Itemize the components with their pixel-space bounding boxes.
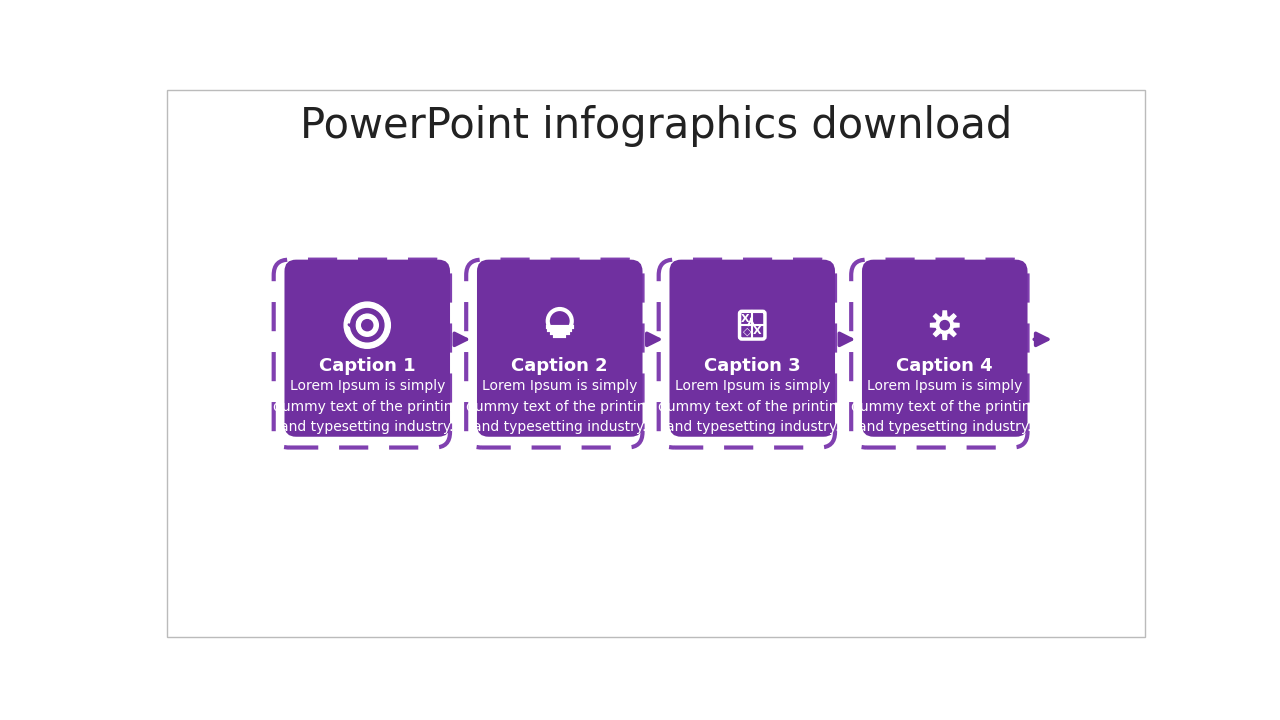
FancyBboxPatch shape <box>669 260 835 437</box>
FancyBboxPatch shape <box>477 260 643 437</box>
Text: Caption 1: Caption 1 <box>319 357 416 375</box>
Text: Lorem Ipsum is simply
dummy text of the printing
and typesetting industry.: Lorem Ipsum is simply dummy text of the … <box>273 379 461 434</box>
Circle shape <box>344 302 390 348</box>
Text: Caption 2: Caption 2 <box>512 357 608 375</box>
Text: X: X <box>753 326 762 336</box>
Circle shape <box>940 320 950 330</box>
Circle shape <box>356 314 379 336</box>
Text: PowerPoint infographics download: PowerPoint infographics download <box>300 105 1012 148</box>
Polygon shape <box>931 311 959 339</box>
Circle shape <box>362 320 372 330</box>
Text: X: X <box>741 314 750 324</box>
Text: Caption 3: Caption 3 <box>704 357 800 375</box>
Text: ◇: ◇ <box>742 326 751 336</box>
Text: Caption 4: Caption 4 <box>896 357 993 375</box>
Text: Lorem Ipsum is simply
dummy text of the printing
and typesetting industry.: Lorem Ipsum is simply dummy text of the … <box>658 379 846 434</box>
Circle shape <box>351 309 384 342</box>
FancyBboxPatch shape <box>861 260 1028 437</box>
Text: Lorem Ipsum is simply
dummy text of the printing
and typesetting industry.: Lorem Ipsum is simply dummy text of the … <box>466 379 654 434</box>
Text: Lorem Ipsum is simply
dummy text of the printing
and typesetting industry.: Lorem Ipsum is simply dummy text of the … <box>851 379 1039 434</box>
FancyBboxPatch shape <box>284 260 451 437</box>
